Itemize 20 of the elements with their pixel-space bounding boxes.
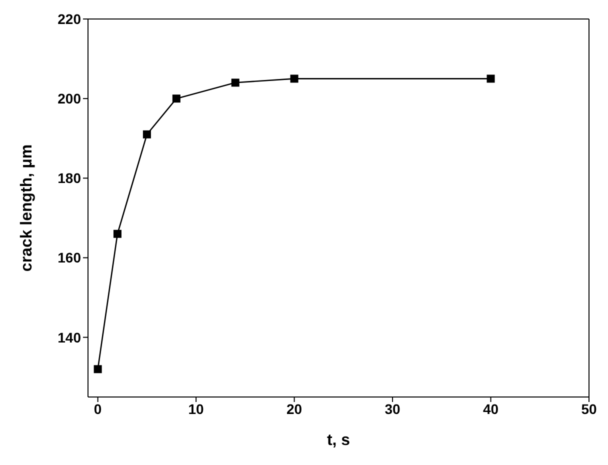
y-tick-label: 220	[58, 10, 82, 27]
point	[94, 365, 102, 374]
x-tick-label: 40	[482, 400, 499, 417]
x-tick-label: 30	[384, 400, 401, 417]
point	[172, 94, 180, 103]
x-tick-label: 0	[94, 400, 102, 417]
x-tick-label: 10	[188, 400, 204, 417]
y-axis-title: crack length, μm	[18, 144, 36, 272]
y-tick-label: 160	[58, 250, 82, 266]
x-tick-label: 20	[286, 400, 302, 417]
point	[142, 130, 151, 138]
point	[290, 74, 298, 83]
point	[231, 78, 240, 87]
y-tick-label: 200	[58, 90, 82, 107]
x-axis-title: t, s	[326, 432, 350, 449]
point	[113, 230, 122, 238]
y-tick-label: 180	[58, 170, 82, 186]
x-tick-label: 50	[581, 400, 597, 417]
point	[486, 74, 495, 83]
y-tick-label: 140	[58, 329, 82, 346]
